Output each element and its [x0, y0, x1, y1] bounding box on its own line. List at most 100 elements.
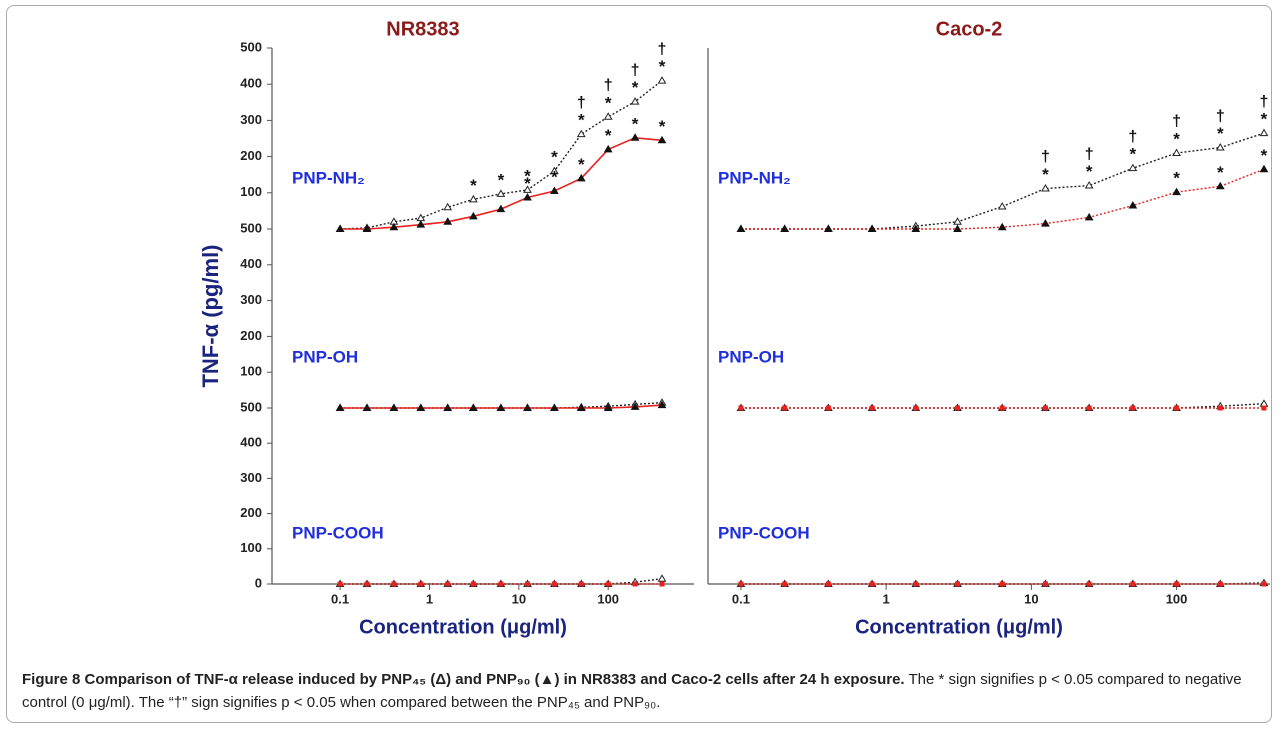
- marker: [955, 581, 961, 587]
- marker: [335, 403, 345, 411]
- y-tick-label: 200: [240, 148, 262, 163]
- marker: [364, 581, 370, 587]
- marker: [630, 133, 640, 141]
- marker: [1172, 148, 1181, 156]
- x-tick-label: 1: [426, 591, 433, 606]
- marker: [1130, 581, 1136, 587]
- marker: [337, 581, 343, 587]
- marker: [911, 224, 921, 232]
- significance-dagger: †: [1041, 149, 1050, 166]
- marker: [362, 403, 372, 411]
- y-tick-label: 200: [240, 328, 262, 343]
- marker: [1259, 128, 1269, 137]
- significance-star: *: [1261, 146, 1268, 165]
- marker: [416, 403, 426, 411]
- marker: [1259, 164, 1269, 173]
- marker: [1042, 405, 1048, 411]
- y-axis-label: TNF-α (pg/ml): [198, 244, 223, 387]
- marker: [1261, 581, 1267, 587]
- marker: [469, 211, 478, 220]
- marker: [335, 224, 345, 232]
- x-tick-label: 10: [1024, 591, 1038, 606]
- marker: [999, 405, 1005, 411]
- marker: [1174, 581, 1180, 587]
- significance-star: *: [551, 167, 558, 186]
- marker: [657, 574, 667, 582]
- x-tick-label: 100: [1166, 591, 1188, 606]
- marker: [1172, 187, 1181, 196]
- significance-star: *: [1130, 145, 1137, 164]
- marker: [1084, 181, 1094, 189]
- panel-title: Caco-2: [936, 18, 1003, 40]
- y-tick-label: 100: [240, 540, 262, 555]
- y-tick-label: 200: [240, 505, 262, 520]
- marker: [632, 581, 638, 587]
- marker: [869, 581, 875, 587]
- marker: [576, 403, 586, 411]
- marker: [389, 403, 399, 411]
- marker: [1041, 183, 1050, 192]
- significance-dagger: †: [604, 77, 613, 94]
- marker: [738, 581, 744, 587]
- series-line: [741, 168, 1265, 230]
- marker: [1174, 405, 1180, 411]
- panel-label: PNP-COOH: [292, 523, 384, 542]
- marker: [1128, 200, 1138, 209]
- significance-star: *: [1217, 163, 1224, 182]
- significance-star: *: [578, 111, 585, 130]
- significance-star: *: [551, 148, 558, 167]
- y-tick-label: 100: [240, 364, 262, 379]
- significance-star: *: [1261, 110, 1268, 129]
- y-tick-label: 400: [240, 435, 262, 450]
- significance-star: *: [470, 176, 477, 195]
- marker: [578, 581, 584, 587]
- significance-star: *: [605, 93, 612, 112]
- marker: [825, 581, 831, 587]
- marker: [1041, 219, 1050, 227]
- marker: [1130, 405, 1136, 411]
- marker: [551, 581, 557, 587]
- significance-star: *: [659, 117, 666, 136]
- marker: [576, 173, 586, 182]
- marker: [605, 581, 611, 587]
- marker: [997, 202, 1007, 210]
- significance-star: *: [659, 57, 666, 76]
- significance-dagger: †: [1260, 93, 1269, 110]
- marker: [416, 220, 426, 228]
- significance-dagger: †: [1128, 128, 1137, 145]
- x-tick-label: 1: [883, 591, 890, 606]
- significance-dagger: †: [1216, 108, 1225, 125]
- x-axis-label: Concentration (μg/ml): [855, 616, 1063, 638]
- marker: [496, 403, 506, 411]
- marker: [391, 581, 397, 587]
- marker: [997, 222, 1007, 231]
- x-tick-label: 0.1: [331, 591, 349, 606]
- marker: [523, 185, 532, 193]
- marker: [1261, 405, 1267, 411]
- significance-dagger: †: [1172, 113, 1181, 130]
- marker: [418, 581, 424, 587]
- marker: [550, 186, 559, 194]
- marker: [389, 222, 399, 231]
- marker: [913, 405, 919, 411]
- panel-label: PNP-OH: [718, 347, 784, 366]
- marker: [496, 189, 506, 197]
- significance-dagger: †: [658, 41, 667, 58]
- significance-dagger: †: [631, 62, 640, 79]
- significance-star: *: [498, 170, 505, 189]
- marker: [443, 217, 453, 225]
- marker: [953, 217, 962, 225]
- figure: TNF-α (pg/ml) NR8383PNP-NH₂1002003004005…: [198, 18, 1270, 638]
- series-line: [741, 132, 1265, 230]
- marker: [1128, 163, 1138, 172]
- marker: [445, 581, 451, 587]
- y-tick-label: 400: [240, 76, 262, 91]
- marker: [362, 224, 372, 232]
- marker: [825, 405, 831, 411]
- significance-star: *: [1217, 124, 1224, 143]
- marker: [469, 403, 478, 411]
- marker: [469, 194, 478, 203]
- marker: [1215, 143, 1225, 151]
- marker: [1084, 212, 1094, 221]
